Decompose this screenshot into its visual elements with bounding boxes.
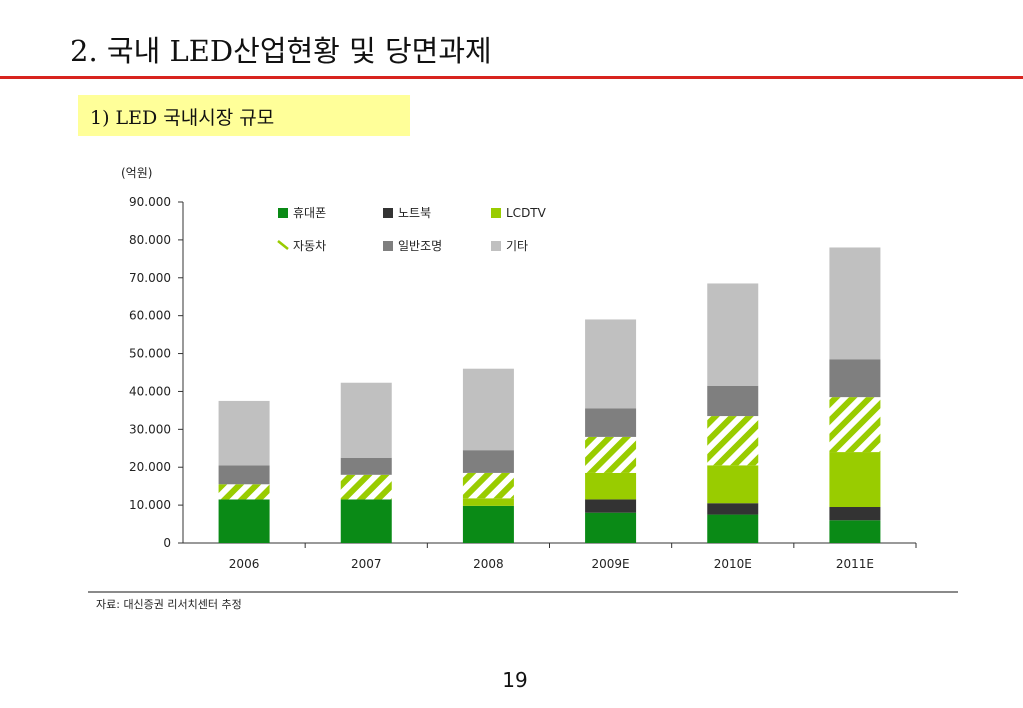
y-tick-label: 30.000: [129, 422, 171, 436]
bar-segment: [585, 319, 637, 409]
legend-label: 노트북: [398, 206, 431, 220]
legend-label: 휴대폰: [293, 206, 326, 220]
bar-segment: [585, 499, 637, 513]
y-tick-label: 90.000: [129, 195, 171, 209]
y-tick-label: 50.000: [129, 347, 171, 361]
bar-segment: [829, 507, 881, 521]
y-tick-label: 20.000: [129, 460, 171, 474]
bar-segment: [707, 385, 759, 417]
bar-segment: [462, 368, 514, 451]
bar-segment: [462, 498, 514, 506]
bar-segment: [829, 359, 881, 398]
x-tick-label: 2010E: [714, 557, 752, 571]
subtitle-box: 1) LED 국내시장 규모: [78, 95, 410, 136]
x-tick-label: 2007: [351, 557, 382, 571]
x-tick-label: 2011E: [836, 557, 874, 571]
bar-segment: [585, 436, 637, 473]
bar-segment: [829, 452, 881, 508]
page-number: 19: [502, 668, 528, 692]
bar-segment: [462, 505, 514, 543]
bar-segment: [218, 465, 270, 485]
legend-label: 자동차: [293, 239, 326, 253]
bar-segment: [340, 474, 392, 500]
bar-segment: [218, 484, 270, 500]
bar-segment: [340, 499, 392, 543]
stacked-bar-chart: (억원) 0 10.000 20.000 30.000 40.000 50.000 60.00…: [88, 166, 958, 611]
y-tick-label: 40.000: [129, 384, 171, 398]
x-tick-label: 2006: [229, 557, 260, 571]
legend-swatch: [277, 240, 289, 250]
y-tick-label: 60.000: [129, 309, 171, 323]
subtitle-text: 1) LED 국내시장 규모: [90, 107, 275, 129]
bar-segment: [707, 514, 759, 543]
x-tick-label: 2008: [473, 557, 504, 571]
legend-label: LCDTV: [506, 206, 547, 220]
slide-title: 2. 국내 LED산업현황 및 당면과제: [70, 34, 492, 68]
bar-segment: [462, 472, 514, 499]
bar-segment: [462, 450, 514, 473]
x-tick-label: 2009E: [592, 557, 630, 571]
bar-segment: [829, 397, 881, 453]
bar-segment: [707, 416, 759, 466]
y-tick-label: 70.000: [129, 271, 171, 285]
bar-segment: [707, 465, 759, 504]
chart-panel: (억원) 0 10.000 20.000 30.000 40.000 50.000 60.00…: [88, 140, 958, 620]
bar-segment: [585, 512, 637, 543]
legend-swatch: [383, 208, 393, 218]
y-tick-label: 80.000: [129, 233, 171, 247]
title-divider: [0, 76, 1023, 79]
bar-segment: [829, 247, 881, 360]
legend-swatch: [278, 208, 288, 218]
unit-label: (억원): [121, 166, 152, 180]
legend-swatch: [491, 208, 501, 218]
bar-segment: [707, 503, 759, 515]
bar-segment: [340, 382, 392, 458]
bar-segment: [218, 499, 270, 543]
legend-swatch: [383, 241, 393, 251]
bar-segment: [707, 283, 759, 386]
source-note: 자료: 대신증권 리서치센터 추정: [96, 598, 242, 611]
legend-label: 기타: [506, 239, 528, 253]
bar-segment: [585, 472, 637, 500]
legend-swatch: [491, 241, 501, 251]
bar-segment: [218, 400, 270, 466]
bar-segment: [585, 408, 637, 437]
bar-segment: [829, 520, 881, 543]
y-tick-label: 0: [163, 536, 171, 550]
bar-segment: [340, 457, 392, 475]
y-tick-label: 10.000: [129, 498, 171, 512]
legend-label: 일반조명: [398, 239, 442, 253]
